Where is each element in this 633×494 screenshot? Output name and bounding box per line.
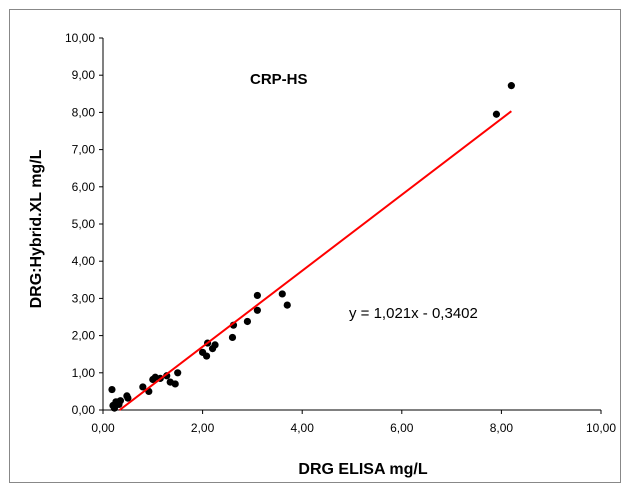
y-tick-label: 6,00 xyxy=(72,180,96,194)
data-point xyxy=(116,397,125,405)
data-point xyxy=(202,352,211,360)
data-point xyxy=(108,385,116,394)
data-points xyxy=(108,82,515,412)
x-tick-label: 6,00 xyxy=(390,421,414,435)
chart-title: CRP-HS xyxy=(250,71,308,88)
data-point xyxy=(211,341,219,349)
y-tick-label: 7,00 xyxy=(72,143,96,157)
data-point xyxy=(174,369,182,377)
data-point xyxy=(278,290,286,298)
trendline-group xyxy=(118,110,512,411)
y-axis-ticks: 0,00 1,00 2,00 3,00 4,00 5,00 6,00 7,00 8,00 9,00… xyxy=(65,31,103,417)
x-axis-ticks: 0,00 2,00 4,00 6,00 8,00 10,00 xyxy=(91,410,616,435)
data-point xyxy=(228,333,237,342)
y-tick-label: 9,00 xyxy=(72,68,96,82)
y-tick-label: 1,00 xyxy=(72,366,96,380)
y-tick-label: 0,00 xyxy=(72,403,96,417)
y-tick-label: 2,00 xyxy=(72,329,96,343)
data-point xyxy=(253,306,261,314)
data-point xyxy=(507,82,515,90)
data-point xyxy=(124,394,132,402)
y-tick-label: 5,00 xyxy=(72,217,96,231)
x-tick-label: 4,00 xyxy=(291,421,315,435)
data-point xyxy=(139,383,147,391)
data-point xyxy=(243,317,252,326)
y-tick-label: 8,00 xyxy=(72,105,96,119)
x-tick-label: 10,00 xyxy=(586,421,616,435)
y-tick-label: 3,00 xyxy=(72,291,96,305)
trendline-equation: y = 1,021x - 0,3402 xyxy=(349,305,478,322)
data-point xyxy=(492,110,501,118)
x-tick-label: 2,00 xyxy=(191,421,215,435)
y-tick-label: 4,00 xyxy=(72,254,96,268)
data-point xyxy=(253,291,261,300)
data-point xyxy=(283,301,291,309)
y-tick-label: 10,00 xyxy=(65,31,95,45)
y-axis-label: DRG:Hybrid.XL mg/L xyxy=(28,149,45,308)
data-point xyxy=(171,380,179,388)
x-axis-label: DRG ELISA mg/L xyxy=(298,461,427,478)
data-point xyxy=(163,372,171,380)
x-tick-label: 0,00 xyxy=(91,421,115,435)
trendline xyxy=(118,110,512,411)
axes xyxy=(102,38,601,411)
x-tick-label: 8,00 xyxy=(490,421,514,435)
